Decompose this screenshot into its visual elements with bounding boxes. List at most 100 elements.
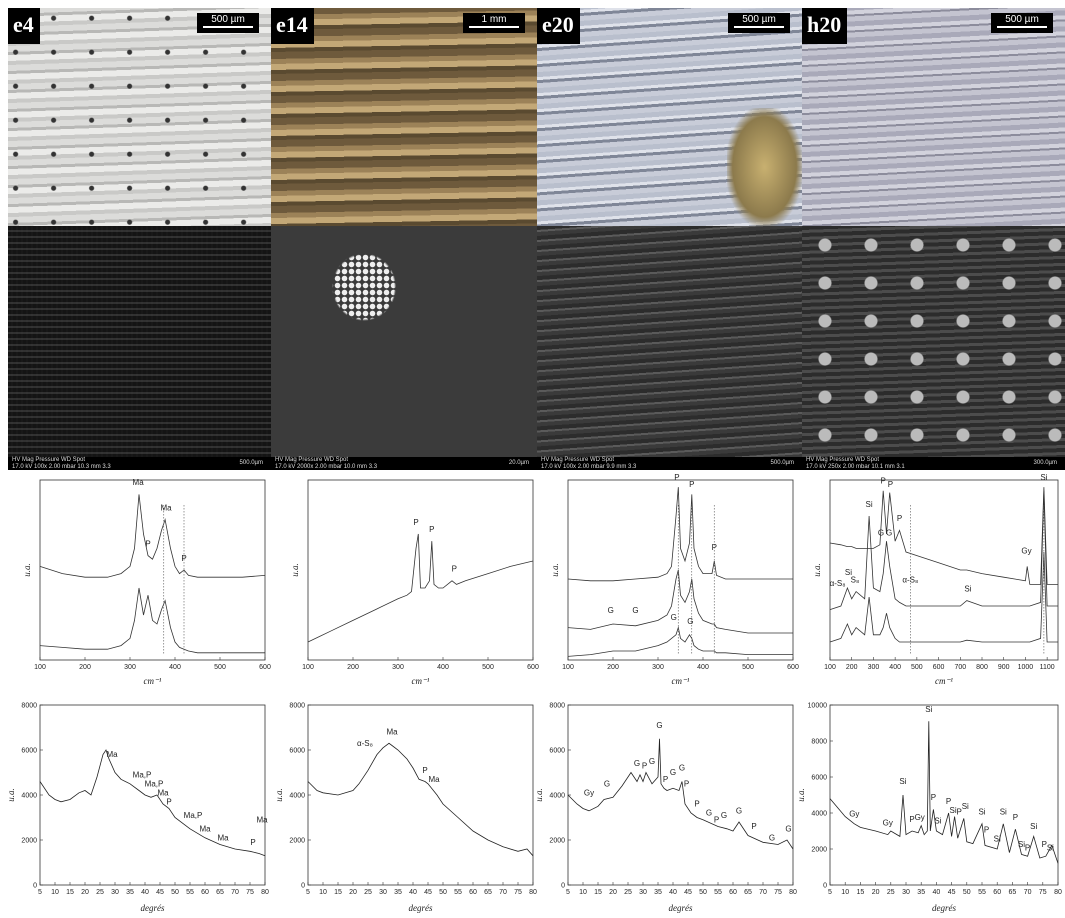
peak-label: P [897,514,902,523]
x-tick-label: 75 [514,889,522,896]
x-tick-label: 300 [868,664,880,671]
spectrum-line [307,533,534,643]
x-tick-label: 50 [439,889,447,896]
x-tick-label: 500 [214,664,226,671]
x-tick-label: 60 [201,889,209,896]
spectrum-line [829,551,1058,643]
x-tick-label: 35 [126,889,134,896]
peak-label: P [452,565,457,574]
sem-info: HV Mag Pressure WD Spot 17.0 kV 100x 2.00… [8,457,271,470]
x-tick-label: 10 [841,889,849,896]
peak-label: P [931,793,936,802]
peak-label: Gy [849,809,859,818]
y-tick-label: 8000 [811,739,827,746]
y-tick-label: 0 [561,883,565,890]
x-tick-label: 20 [872,889,880,896]
sample-label: e4 [8,8,40,44]
spectrum-line [567,569,793,634]
peak-label: Gy [1021,547,1031,556]
peak-label: P [674,473,679,482]
peak-label: α-S₈ [902,575,918,584]
y-tick-label: 2000 [21,838,37,845]
sem-header: HV Mag Pressure WD Spot [541,457,615,463]
peak-label: Gy [883,818,893,827]
x-tick-label: 600 [787,664,799,671]
y-tick-label: 4000 [21,793,37,800]
x-tick-label: 100 [302,664,314,671]
x-tick-label: 15 [857,889,865,896]
x-tick-label: 65 [216,889,224,896]
x-tick-label: 5 [828,889,832,896]
plot-frame [307,704,534,886]
x-tick-label: 70 [231,889,239,896]
peak-label: Si [845,568,852,577]
sample-label: e14 [271,8,314,44]
x-tick-label: 40 [669,889,677,896]
x-tick-label: 10 [319,889,327,896]
x-tick-label: 60 [993,889,1001,896]
x-tick-label: 300 [392,664,404,671]
x-tick-label: 15 [66,889,74,896]
peak-label: P [422,766,427,775]
x-tick-label: 15 [594,889,602,896]
x-tick-label: 50 [699,889,707,896]
scale-bar: 500 µm [991,13,1053,33]
peak-label: P [684,779,689,788]
x-axis-label: degrés [932,903,956,913]
y-tick-label: 2000 [289,838,305,845]
peak-label: Ma,P [133,770,152,779]
peak-label: P [413,518,418,527]
y-tick-label: 0 [33,883,37,890]
y-axis-label: u.a. [812,563,822,577]
plot-frame [829,704,1059,886]
sem-image: HV Mag Pressure WD Spot 17.0 kV 250x 2.00… [802,226,1065,470]
y-tick-label: 6000 [289,748,305,755]
x-tick-label: 600 [527,664,539,671]
peak-label: G [608,606,614,615]
peak-label: G [769,833,775,842]
x-tick-label: 30 [379,889,387,896]
sem-scale: 300.0µm [1033,460,1057,466]
y-axis-label: u.a. [22,563,32,577]
peak-label: G [687,617,693,626]
x-tick-label: 75 [1039,889,1047,896]
plot-frame [39,479,266,661]
peak-label: Si [978,808,985,817]
peak-label: G [671,613,677,622]
x-tick-label: 5 [566,889,570,896]
x-tick-label: 100 [34,664,46,671]
x-tick-label: 5 [306,889,310,896]
peak-label: P [181,554,186,563]
peak-label: Si [1030,822,1037,831]
peak-label: G [721,811,727,820]
spectrum-line [307,742,534,857]
peak-label: P [1042,840,1047,849]
peak-label: G [634,759,640,768]
photo: e14 1 mm [271,8,537,226]
peak-label: G [656,721,662,730]
scale-bar: 500 µm [728,13,790,33]
peak-label: P [642,761,647,770]
spectrum-line [829,487,1058,585]
x-tick-label: 300 [124,664,136,671]
peak-label: α-S₈ [357,739,373,748]
peak-label: Si [1018,840,1025,849]
x-tick-label: 65 [484,889,492,896]
x-tick-label: 60 [469,889,477,896]
sample-label: e20 [537,8,580,44]
spectrum-line [39,587,265,654]
x-tick-label: 400 [697,664,709,671]
peak-label: G [632,606,638,615]
x-tick-label: 600 [933,664,945,671]
peak-label: P [957,808,962,817]
peak-label: Ma [199,824,211,833]
sem-header: HV Mag Pressure WD Spot [275,457,349,463]
x-tick-label: 50 [171,889,179,896]
peak-label: P [712,543,717,552]
scale-bar: 1 mm [463,13,525,33]
peak-label: G [679,764,685,773]
scale-bar: 500 µm [197,13,259,33]
x-tick-label: 40 [409,889,417,896]
x-tick-label: 900 [998,664,1010,671]
